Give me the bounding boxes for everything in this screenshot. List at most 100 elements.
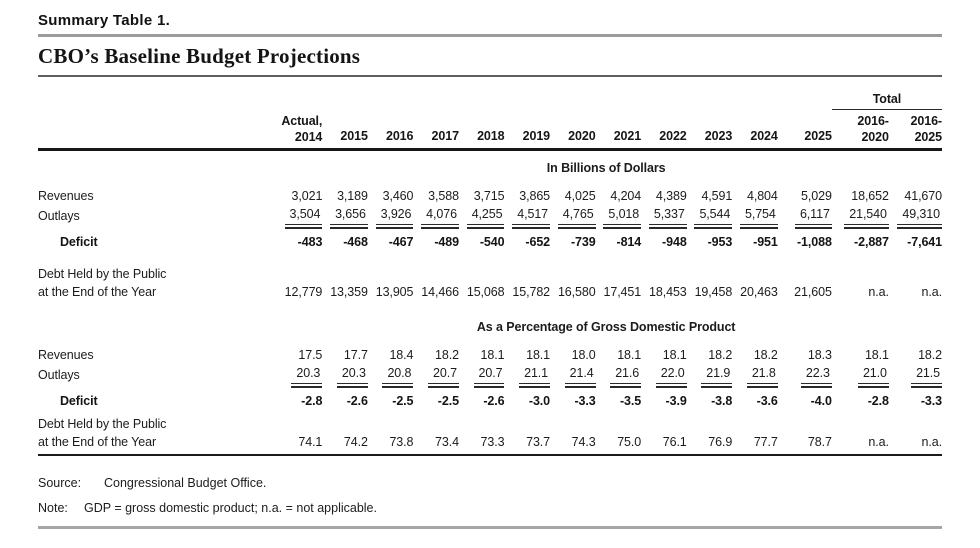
value-cell: 21.1 [504, 364, 551, 388]
source-line: Source: Congressional Budget Office. [38, 476, 942, 490]
value-cell: 21.6 [596, 364, 642, 388]
value-cell: 5,029 [801, 188, 832, 203]
header-line: 2020 [861, 129, 889, 144]
value-cell: 18.2 [753, 347, 778, 362]
value-cell: n.a. [888, 414, 942, 456]
value-cell: 21.4 [550, 364, 596, 388]
underlined-value: 20.7 [473, 364, 505, 388]
value-cell: 21.0 [832, 364, 889, 388]
value-cell: 18.3 [807, 347, 832, 362]
value-cell: 18.1 [526, 347, 551, 362]
row-label: Deficit [60, 234, 98, 249]
underlined-value: 20.3 [291, 364, 323, 388]
underlined-value: 5,018 [603, 205, 642, 229]
value-cell: 4,204 [610, 188, 642, 203]
underlined-value: 21,540 [844, 205, 889, 229]
col-header-year: 2016 [367, 109, 413, 151]
value-cell: 5,544 [687, 205, 733, 229]
value-cell: -7,641 [907, 234, 942, 249]
underlined-value: 6,117 [794, 205, 832, 229]
value-cell: -3.3 [574, 393, 596, 408]
value-cell: 76.1 [641, 414, 687, 456]
value-cell: 15,782 [512, 284, 551, 299]
value-cell: 4,765 [550, 205, 596, 229]
value-cell: 75.0 [595, 414, 641, 456]
value-cell: 4,389 [655, 188, 687, 203]
value-cell: 21.9 [687, 364, 733, 388]
underlined-value: 3,926 [375, 205, 414, 229]
value-cell: 21.8 [732, 364, 778, 388]
col-header-year: 2021 [595, 109, 641, 151]
total-group-header: Total [831, 89, 942, 110]
underlined-value: 4,517 [512, 205, 551, 229]
section-heading-row: In Billions of Dollars [38, 149, 942, 187]
value-cell: 13,359 [330, 284, 368, 299]
source-label: Source: [38, 475, 82, 490]
value-cell: 20.3 [270, 364, 323, 388]
row-label: Outlays [38, 208, 80, 223]
value-cell: 19,458 [694, 284, 733, 299]
row-label-line: at the End of the Year [38, 434, 157, 449]
value-cell: n.a. [921, 284, 943, 299]
value-cell: 49,310 [889, 205, 942, 229]
value-cell: -814 [616, 234, 642, 249]
row-label: Revenues [38, 347, 94, 362]
value-cell: 13,905 [375, 284, 414, 299]
value-cell: 21,605 [794, 284, 832, 299]
value-cell: 3,715 [473, 188, 505, 203]
value-cell: -540 [479, 234, 505, 249]
value-cell: -739 [570, 234, 596, 249]
value-cell: 3,865 [519, 188, 551, 203]
value-cell: 21,540 [832, 205, 889, 229]
value-cell: 14,466 [421, 284, 459, 299]
header-line: Actual, [281, 113, 323, 128]
value-cell: -3.3 [920, 393, 942, 408]
total-group-row: Total [38, 89, 942, 110]
row-label-header [38, 109, 271, 151]
underlined-value: 21.8 [746, 364, 778, 388]
title-rule [38, 74, 942, 77]
section-heading: As a Percentage of Gross Domestic Produc… [476, 319, 736, 334]
col-header-year: 2024 [732, 109, 778, 151]
value-cell: -1,088 [796, 234, 832, 249]
col-header-year: 2018 [458, 109, 505, 151]
value-cell: -951 [753, 234, 778, 249]
eyebrow-rule [38, 34, 942, 37]
year-header-row: Actual, 2014 2015 2016 2017 2018 2019 2020 2021 2… [38, 109, 943, 151]
underlined-value: 21.1 [519, 364, 551, 388]
value-cell: -483 [297, 234, 323, 249]
table-header: Total Actual, 2014 2015 2016 2017 2018 2019 2020… [38, 89, 943, 151]
table-row: Deficit -2.8 -2.6 -2.5 -2.5 -2.6 -3.0 -3.3 -3.5 -… [38, 384, 942, 410]
value-cell: 4,804 [746, 188, 778, 203]
underlined-value: 21.6 [610, 364, 642, 388]
spacer-cell [38, 251, 942, 265]
value-cell: 73.3 [458, 414, 505, 456]
value-cell: 20.8 [368, 364, 414, 388]
underlined-value: 4,076 [421, 205, 459, 229]
projections-table: Total Actual, 2014 2015 2016 2017 2018 2019 2020… [38, 89, 943, 456]
value-cell: 3,189 [337, 188, 368, 203]
value-cell: 22.0 [641, 364, 687, 388]
value-cell: n.a. [868, 284, 889, 299]
underlined-value: 49,310 [897, 205, 942, 229]
col-header-year: 2020 [550, 109, 596, 151]
value-cell: 73.8 [367, 414, 413, 456]
underlined-value: 22.0 [655, 364, 687, 388]
spacer-cell [38, 301, 942, 310]
value-cell: 15,068 [466, 284, 505, 299]
underlined-value: 21.0 [857, 364, 889, 388]
value-cell: 16,580 [557, 284, 596, 299]
header-line: 2016- [910, 113, 943, 128]
value-cell: 20.7 [413, 364, 459, 388]
col-header-year: 2025 [777, 109, 832, 151]
col-header-year: 2015 [322, 109, 368, 151]
value-cell: 17,451 [603, 284, 642, 299]
value-cell: -2.6 [346, 393, 368, 408]
value-cell: 20,463 [740, 284, 778, 299]
value-cell: 74.3 [550, 414, 596, 456]
value-cell: 74.1 [270, 414, 322, 456]
table-row: Revenues 17.5 17.7 18.4 18.2 18.1 18.1 18.0 18.1… [38, 346, 942, 364]
value-cell: 4,076 [413, 205, 459, 229]
value-cell: 73.4 [413, 414, 459, 456]
table-row: Outlays 20.3 20.3 20.8 20.7 20.7 21.1 21.4 21.6 2… [38, 364, 942, 388]
